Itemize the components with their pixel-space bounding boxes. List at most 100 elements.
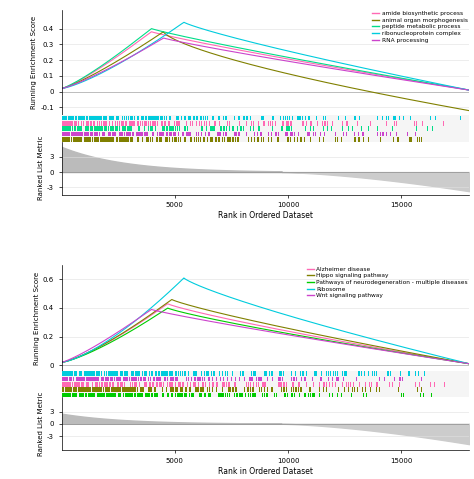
- Bar: [90, 393, 91, 397]
- Bar: [238, 382, 239, 387]
- Bar: [150, 376, 151, 381]
- Bar: [105, 388, 106, 392]
- Bar: [90, 121, 91, 125]
- Bar: [125, 121, 126, 125]
- Bar: [227, 371, 228, 376]
- Bar: [136, 376, 137, 381]
- Bar: [91, 116, 92, 120]
- Bar: [246, 132, 247, 137]
- Bar: [111, 382, 112, 387]
- Bar: [288, 126, 289, 131]
- Bar: [287, 393, 288, 397]
- Bar: [62, 126, 63, 131]
- Bar: [272, 116, 273, 120]
- Bar: [129, 393, 130, 397]
- Bar: [142, 393, 143, 397]
- Bar: [194, 382, 195, 387]
- Bar: [117, 376, 118, 381]
- Bar: [87, 382, 88, 387]
- Bar: [164, 371, 165, 376]
- Bar: [175, 382, 176, 387]
- Bar: [244, 116, 245, 120]
- Bar: [222, 388, 223, 392]
- Bar: [66, 382, 67, 387]
- Bar: [196, 388, 197, 392]
- Bar: [103, 116, 104, 120]
- Bar: [271, 116, 272, 120]
- Bar: [242, 121, 243, 125]
- Bar: [71, 376, 72, 381]
- Bar: [110, 376, 111, 381]
- Bar: [72, 393, 73, 397]
- Bar: [275, 126, 276, 131]
- Bar: [68, 137, 69, 142]
- Bar: [152, 137, 153, 142]
- Bar: [96, 132, 97, 137]
- Bar: [166, 126, 167, 131]
- Bar: [196, 137, 197, 142]
- Bar: [244, 376, 245, 381]
- Bar: [411, 137, 412, 142]
- Bar: [319, 121, 320, 125]
- Bar: [113, 388, 114, 392]
- Bar: [117, 126, 118, 131]
- Bar: [68, 116, 69, 120]
- Bar: [136, 132, 137, 137]
- Bar: [261, 388, 262, 392]
- Bar: [122, 132, 123, 137]
- Bar: [107, 126, 108, 131]
- Bar: [75, 388, 76, 392]
- Bar: [63, 393, 64, 397]
- Bar: [76, 382, 77, 387]
- Bar: [160, 137, 161, 142]
- Bar: [167, 137, 168, 142]
- Bar: [62, 132, 63, 137]
- Bar: [181, 388, 182, 392]
- Bar: [273, 116, 274, 120]
- Bar: [95, 388, 96, 392]
- Bar: [140, 376, 141, 381]
- Bar: [283, 382, 284, 387]
- Bar: [188, 371, 189, 376]
- Bar: [66, 393, 67, 397]
- Bar: [293, 382, 294, 387]
- Bar: [69, 116, 70, 120]
- Bar: [272, 126, 273, 131]
- Bar: [175, 126, 176, 131]
- Bar: [96, 116, 97, 120]
- Bar: [400, 371, 401, 376]
- Bar: [169, 116, 170, 120]
- Bar: [184, 126, 185, 131]
- Bar: [113, 126, 114, 131]
- Bar: [62, 388, 63, 392]
- Bar: [62, 121, 63, 125]
- Bar: [216, 376, 217, 381]
- Bar: [332, 393, 333, 397]
- Bar: [300, 137, 301, 142]
- Bar: [421, 376, 422, 381]
- Bar: [292, 382, 293, 387]
- Bar: [387, 371, 388, 376]
- Bar: [132, 393, 133, 397]
- Bar: [230, 388, 231, 392]
- Bar: [172, 137, 173, 142]
- Bar: [246, 382, 247, 387]
- Bar: [68, 382, 69, 387]
- Bar: [107, 388, 108, 392]
- Bar: [254, 393, 255, 397]
- Bar: [131, 393, 132, 397]
- Bar: [62, 371, 469, 376]
- Bar: [122, 371, 123, 376]
- Bar: [102, 137, 103, 142]
- Bar: [62, 393, 63, 397]
- Bar: [97, 116, 98, 120]
- Bar: [219, 116, 220, 120]
- Bar: [110, 382, 111, 387]
- Bar: [91, 121, 92, 125]
- Bar: [90, 137, 91, 142]
- Bar: [232, 126, 233, 131]
- Bar: [148, 121, 149, 125]
- Bar: [79, 388, 80, 392]
- Bar: [135, 371, 136, 376]
- Bar: [67, 116, 68, 120]
